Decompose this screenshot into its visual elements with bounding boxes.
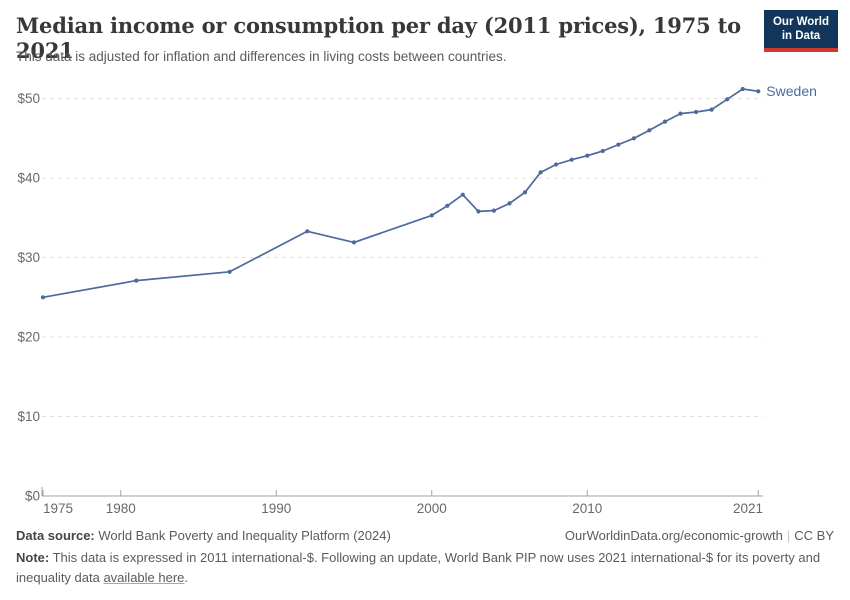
y-tick-label-0: $0 <box>25 489 40 504</box>
series-line-sweden <box>42 88 760 299</box>
datasource-label: Data source: <box>16 528 95 543</box>
data-point-sweden-2014 <box>647 128 652 133</box>
y-tick-label-40: $40 <box>17 171 40 186</box>
x-tick-label-1990: 1990 <box>261 501 291 516</box>
x-tick-label-2010: 2010 <box>572 501 602 516</box>
owid-logo[interactable]: Our World in Data <box>764 10 838 52</box>
data-point-sweden-1987 <box>227 269 232 274</box>
data-point-sweden-2009 <box>569 157 574 162</box>
chart-title: Median income or consumption per day (20… <box>16 13 741 63</box>
x-tick-label-1980: 1980 <box>106 501 136 516</box>
owid-logo-line1: Our World <box>772 16 829 28</box>
line-chart-canvas: $0 $10 $20 $30 $40 $50 1975 1980 1990 2000 2010 202… <box>17 83 817 516</box>
data-point-sweden-2018 <box>709 107 714 112</box>
x-tick-label-2021: 2021 <box>733 501 763 516</box>
note-label: Note: <box>16 550 50 566</box>
y-tick-label-10: $10 <box>17 409 40 424</box>
credit-divider: | <box>786 528 791 543</box>
data-point-sweden-2019 <box>725 97 730 102</box>
data-point-sweden-1995 <box>351 240 357 245</box>
data-point-sweden-2011 <box>600 148 605 154</box>
data-point-sweden-2017 <box>694 109 699 115</box>
data-point-sweden-2008 <box>554 162 559 167</box>
owid-logo-line2: in Data <box>781 30 821 43</box>
data-point-sweden-2005 <box>507 201 512 206</box>
y-tick-label-20: $20 <box>17 330 40 345</box>
series-label-sweden: Sweden <box>766 83 817 99</box>
data-point-sweden-2010 <box>585 153 590 158</box>
note-text: This data is expressed in 2011 internati… <box>16 550 821 586</box>
data-point-sweden-2012 <box>616 142 621 147</box>
data-point-sweden-2001 <box>445 203 450 208</box>
credit-url-link[interactable]: OurWorldinData.org/economic-growth <box>564 528 783 543</box>
credit-line: OurWorldinData.org/economic-growth | CC BY <box>565 526 834 546</box>
x-tick-label-1975: 1975 <box>43 501 73 516</box>
chart-subtitle: This data is adjusted for inflation and … <box>16 49 507 64</box>
data-point-sweden-2016 <box>678 111 683 116</box>
data-point-sweden-2000 <box>429 213 434 218</box>
license-cc-by-link[interactable]: CC BY <box>794 528 834 543</box>
datasource-line: Data source: World Bank Poverty and Ineq… <box>16 526 391 546</box>
datasource-text: World Bank Poverty and Inequality Platfo… <box>94 528 391 543</box>
note-line: Note: This data is expressed in 2011 int… <box>16 548 834 588</box>
data-point-sweden-2006 <box>522 190 528 195</box>
y-tick-label-30: $30 <box>17 250 40 265</box>
line-chart-svg: $0 $10 $20 $30 $40 $50 1975 1980 1990 2000 2010 202… <box>17 83 817 516</box>
note-suffix: . <box>184 570 189 586</box>
data-point-sweden-2004 <box>491 208 496 213</box>
data-point-sweden-2020 <box>740 86 745 92</box>
data-point-sweden-2007 <box>538 170 543 175</box>
y-tick-label-50: $50 <box>17 91 40 106</box>
data-point-sweden-1992 <box>305 229 310 234</box>
data-point-sweden-2021 <box>756 89 761 94</box>
data-point-sweden-2015 <box>662 119 668 124</box>
chart-footer: Data source: World Bank Poverty and Ineq… <box>16 526 834 588</box>
data-point-sweden-2013 <box>631 136 637 141</box>
data-point-sweden-1975 <box>40 295 46 300</box>
available-here-link[interactable]: available here <box>103 570 185 586</box>
data-point-sweden-2003 <box>476 209 481 214</box>
x-tick-label-2000: 2000 <box>417 501 447 516</box>
data-point-sweden-1981 <box>134 278 139 283</box>
data-point-sweden-2002 <box>460 192 465 197</box>
